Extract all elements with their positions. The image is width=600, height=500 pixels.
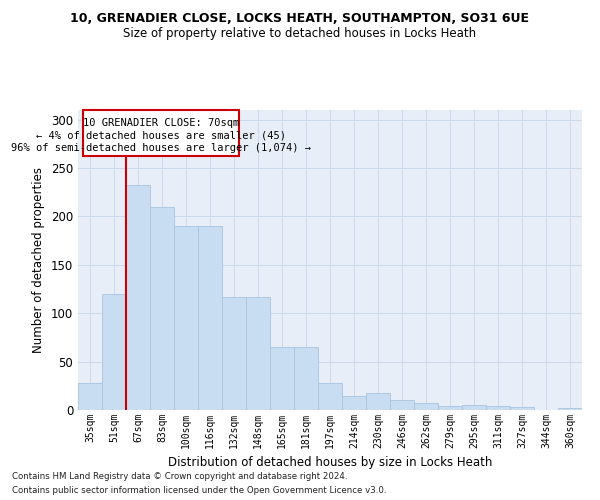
Bar [78, 383, 102, 410]
Bar [246, 297, 270, 410]
Text: Contains public sector information licensed under the Open Government Licence v3: Contains public sector information licen… [12, 486, 386, 495]
Text: 10 GRENADIER CLOSE: 70sqm: 10 GRENADIER CLOSE: 70sqm [83, 118, 239, 128]
Text: 10, GRENADIER CLOSE, LOCKS HEATH, SOUTHAMPTON, SO31 6UE: 10, GRENADIER CLOSE, LOCKS HEATH, SOUTHA… [71, 12, 530, 26]
Bar [222, 297, 246, 410]
Y-axis label: Number of detached properties: Number of detached properties [32, 167, 46, 353]
Bar [510, 407, 534, 410]
Bar [174, 226, 198, 410]
Bar [342, 396, 366, 410]
Bar [150, 207, 174, 410]
FancyBboxPatch shape [83, 110, 239, 156]
Bar [558, 408, 582, 410]
Bar [126, 186, 150, 410]
X-axis label: Distribution of detached houses by size in Locks Heath: Distribution of detached houses by size … [168, 456, 492, 469]
Bar [390, 400, 414, 410]
Bar [102, 294, 126, 410]
Bar [318, 383, 342, 410]
Text: Contains HM Land Registry data © Crown copyright and database right 2024.: Contains HM Land Registry data © Crown c… [12, 472, 347, 481]
Bar [198, 226, 222, 410]
Bar [414, 403, 438, 410]
Text: ← 4% of detached houses are smaller (45): ← 4% of detached houses are smaller (45) [36, 130, 286, 140]
Bar [366, 392, 390, 410]
Bar [462, 405, 486, 410]
Text: Size of property relative to detached houses in Locks Heath: Size of property relative to detached ho… [124, 28, 476, 40]
Text: 96% of semi-detached houses are larger (1,074) →: 96% of semi-detached houses are larger (… [11, 143, 311, 153]
Bar [294, 347, 318, 410]
Bar [270, 347, 294, 410]
Bar [438, 406, 462, 410]
Bar [486, 406, 510, 410]
